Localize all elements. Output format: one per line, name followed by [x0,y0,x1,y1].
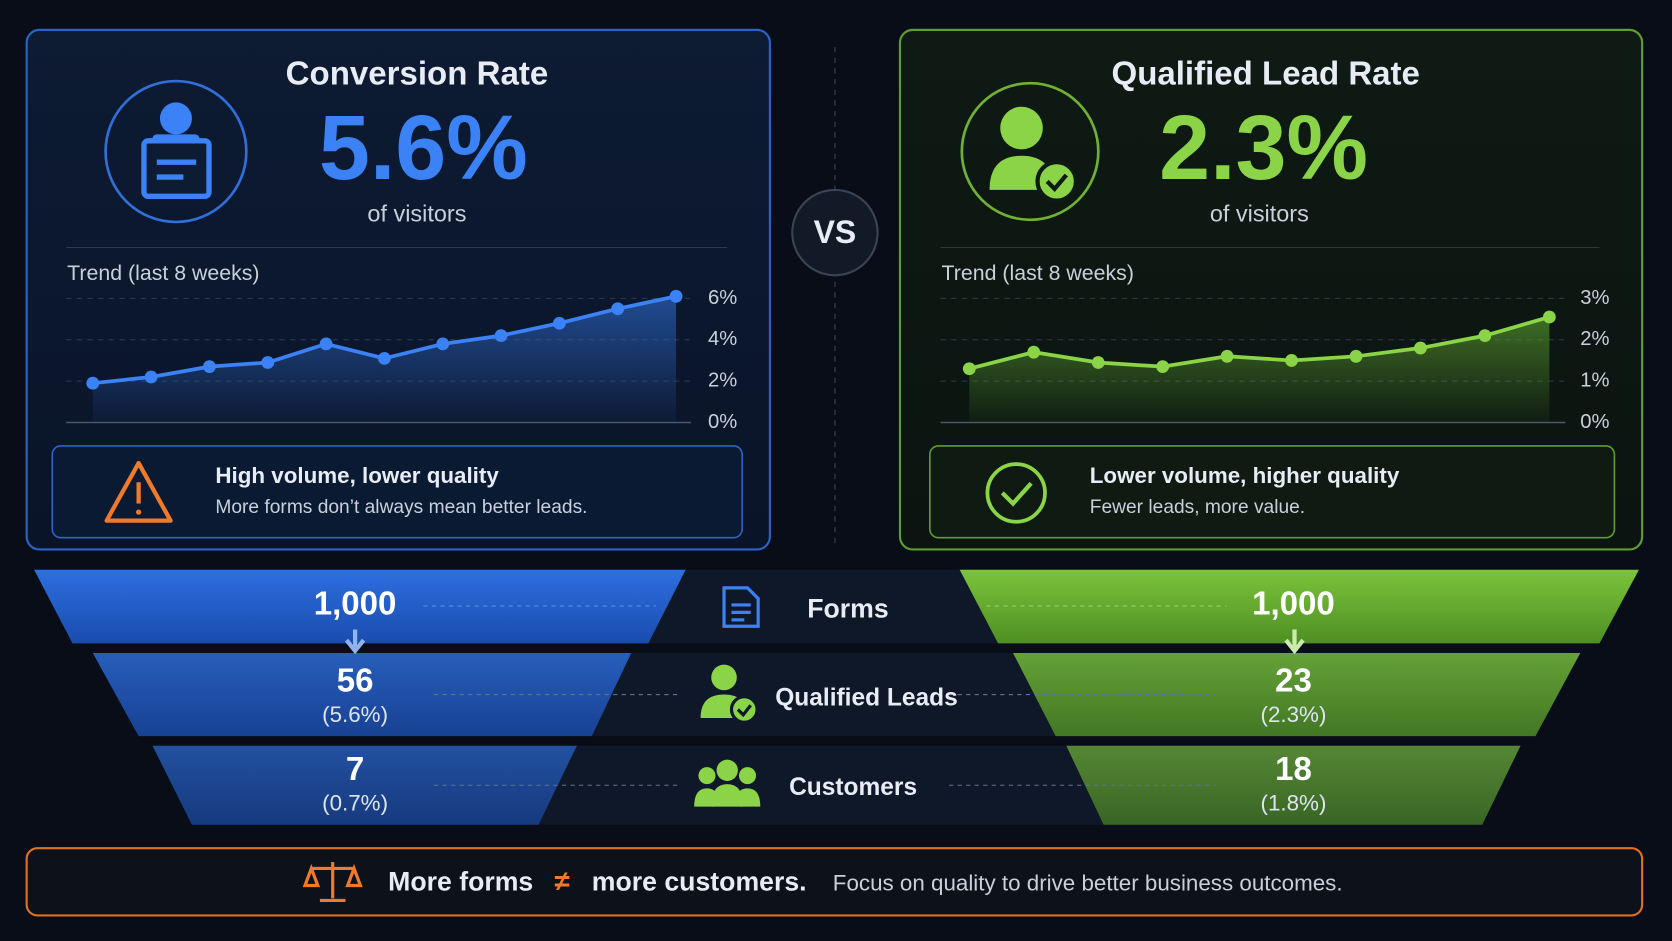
trend-point [1478,329,1492,343]
trend-point [1027,345,1041,359]
funnel-percent: (2.3%) [1261,702,1327,727]
right-title: Qualified Lead Rate [1112,55,1420,92]
trend-point [669,289,683,303]
trend-point [1542,310,1556,324]
trend-point [436,337,450,351]
trend-point [1414,341,1427,355]
lead-icon-ring [960,81,1100,222]
trend-point [144,370,158,384]
vs-label: VS [814,214,857,250]
right-callout-title: Lower volume, higher quality [1090,463,1400,488]
scale-icon [302,862,363,903]
funnel-value: 7 [346,751,364,788]
trend-point [494,329,508,343]
trend-point [1285,354,1298,367]
left-trend-label: Trend (last 8 weeks) [67,261,259,285]
trend-point [1349,349,1363,363]
right-trend-label: Trend (last 8 weeks) [942,261,1134,285]
footer-box [25,847,1644,917]
funnel-stage-label: Customers [789,774,917,801]
funnel-value: 1,000 [314,586,397,623]
warning-icon [104,460,173,523]
funnel-value: 18 [1275,751,1312,788]
lead-icon [989,106,1079,203]
trend-point [611,302,625,316]
funnel-percent: (1.8%) [1261,790,1327,815]
customers-icon [694,759,761,807]
left-value: 5.6% [319,97,528,199]
trend-point [1220,349,1234,363]
trend-point [1156,360,1170,374]
trend-point [552,316,566,330]
left-subtitle: of visitors [367,201,466,227]
trend-point [1091,356,1105,369]
form-icon [141,102,212,199]
trend-point [86,376,100,390]
right-callout [929,445,1616,539]
trend-area [969,317,1550,423]
forms-icon [722,586,760,628]
trend-point [261,356,275,369]
y-tick-label: 2% [1580,328,1609,350]
y-tick-label: 4% [708,328,737,350]
funnel-percent: (0.7%) [322,790,388,815]
y-tick-label: 3% [1580,287,1609,309]
trend-point [378,351,391,365]
right-value: 2.3% [1159,97,1368,199]
y-tick-label: 0% [708,411,737,433]
y-tick-label: 6% [708,287,737,309]
footer-text: Focus on quality to drive better busines… [833,870,1343,895]
trend-point [962,362,976,376]
left-title: Conversion Rate [286,55,549,92]
vs-circle [791,188,879,277]
left-callout-title: High volume, lower quality [215,463,499,488]
funnel-value: 23 [1275,663,1312,700]
footer-symbol: ≠ [554,866,569,897]
y-tick-label: 0% [1580,411,1609,433]
funnel-stage-label: Qualified Leads [775,684,958,711]
y-tick-label: 1% [1580,369,1609,391]
footer-lead: More forms [388,866,533,896]
check-icon [985,462,1047,524]
form-icon-ring [104,79,248,224]
left-callout [51,445,743,539]
trend-line [968,315,1550,371]
right-callout-text: Fewer leads, more value. [1090,497,1305,518]
funnel-percent: (5.6%) [322,702,388,727]
funnel-value: 56 [337,663,374,700]
footer-tail: more customers. [592,866,807,896]
left-callout-text: More forms don’t always mean better lead… [215,497,587,518]
trend-point [319,337,333,351]
funnel-shapes [34,569,1639,825]
right-subtitle: of visitors [1210,201,1309,227]
y-tick-label: 2% [708,369,737,391]
funnel-stage-label: Forms [807,593,888,623]
leads-icon [700,664,759,724]
trend-point [203,360,216,374]
funnel-value: 1,000 [1252,586,1335,623]
